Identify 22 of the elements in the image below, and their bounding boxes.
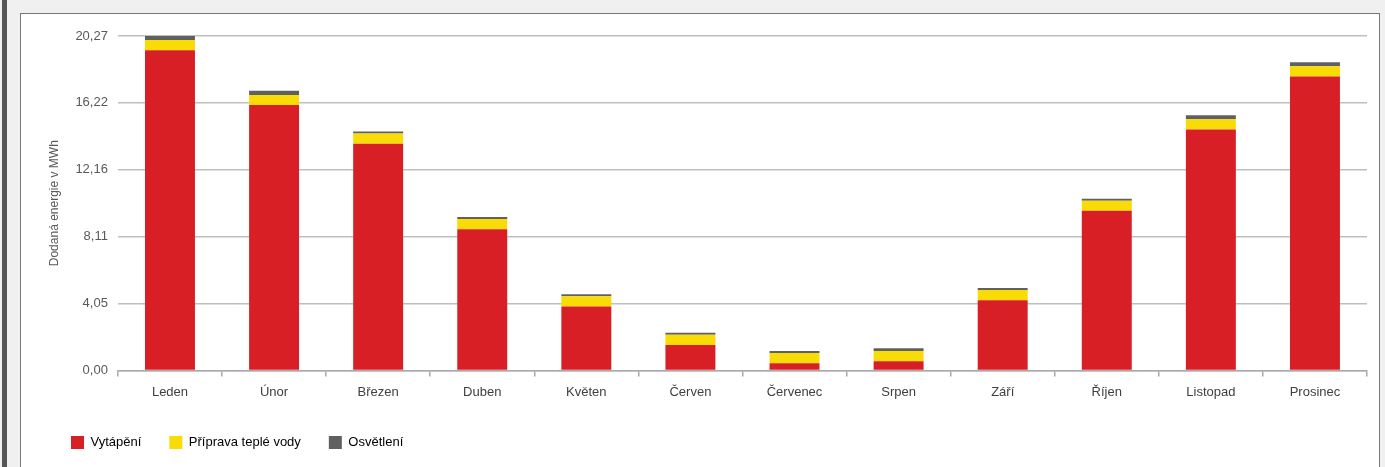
x-tick-label: Listopad — [1186, 383, 1236, 399]
y-tick-label: 4,05 — [82, 295, 108, 311]
y-tick-label: 0,00 — [82, 361, 108, 377]
x-tick-label: Leden — [151, 383, 189, 399]
y-axis-title: Dodaná energie v MWh — [46, 140, 61, 267]
y-tick-label: 12,16 — [75, 161, 108, 177]
legend-label: Příprava teplé vody — [188, 434, 302, 450]
x-tick-label: Říjen — [1091, 383, 1122, 399]
legend-label: Osvětlení — [348, 434, 404, 450]
x-tick-label: Prosinec — [1289, 383, 1341, 399]
x-tick-label: Únor — [259, 383, 289, 399]
x-tick-label: Květen — [566, 383, 607, 399]
x-tick-label: Červenec — [766, 383, 823, 399]
x-tick-label: Srpen — [881, 383, 916, 399]
x-tick-label: Duben — [463, 383, 502, 399]
legend-label: Vytápění — [90, 434, 142, 450]
y-tick-label: 20,27 — [75, 27, 108, 43]
x-tick-label: Září — [991, 383, 1015, 399]
x-tick-label: Červen — [669, 383, 712, 399]
y-tick-label: 8,11 — [83, 228, 108, 244]
x-tick-label: Březen — [357, 383, 399, 399]
y-tick-label: 16,22 — [75, 94, 108, 110]
